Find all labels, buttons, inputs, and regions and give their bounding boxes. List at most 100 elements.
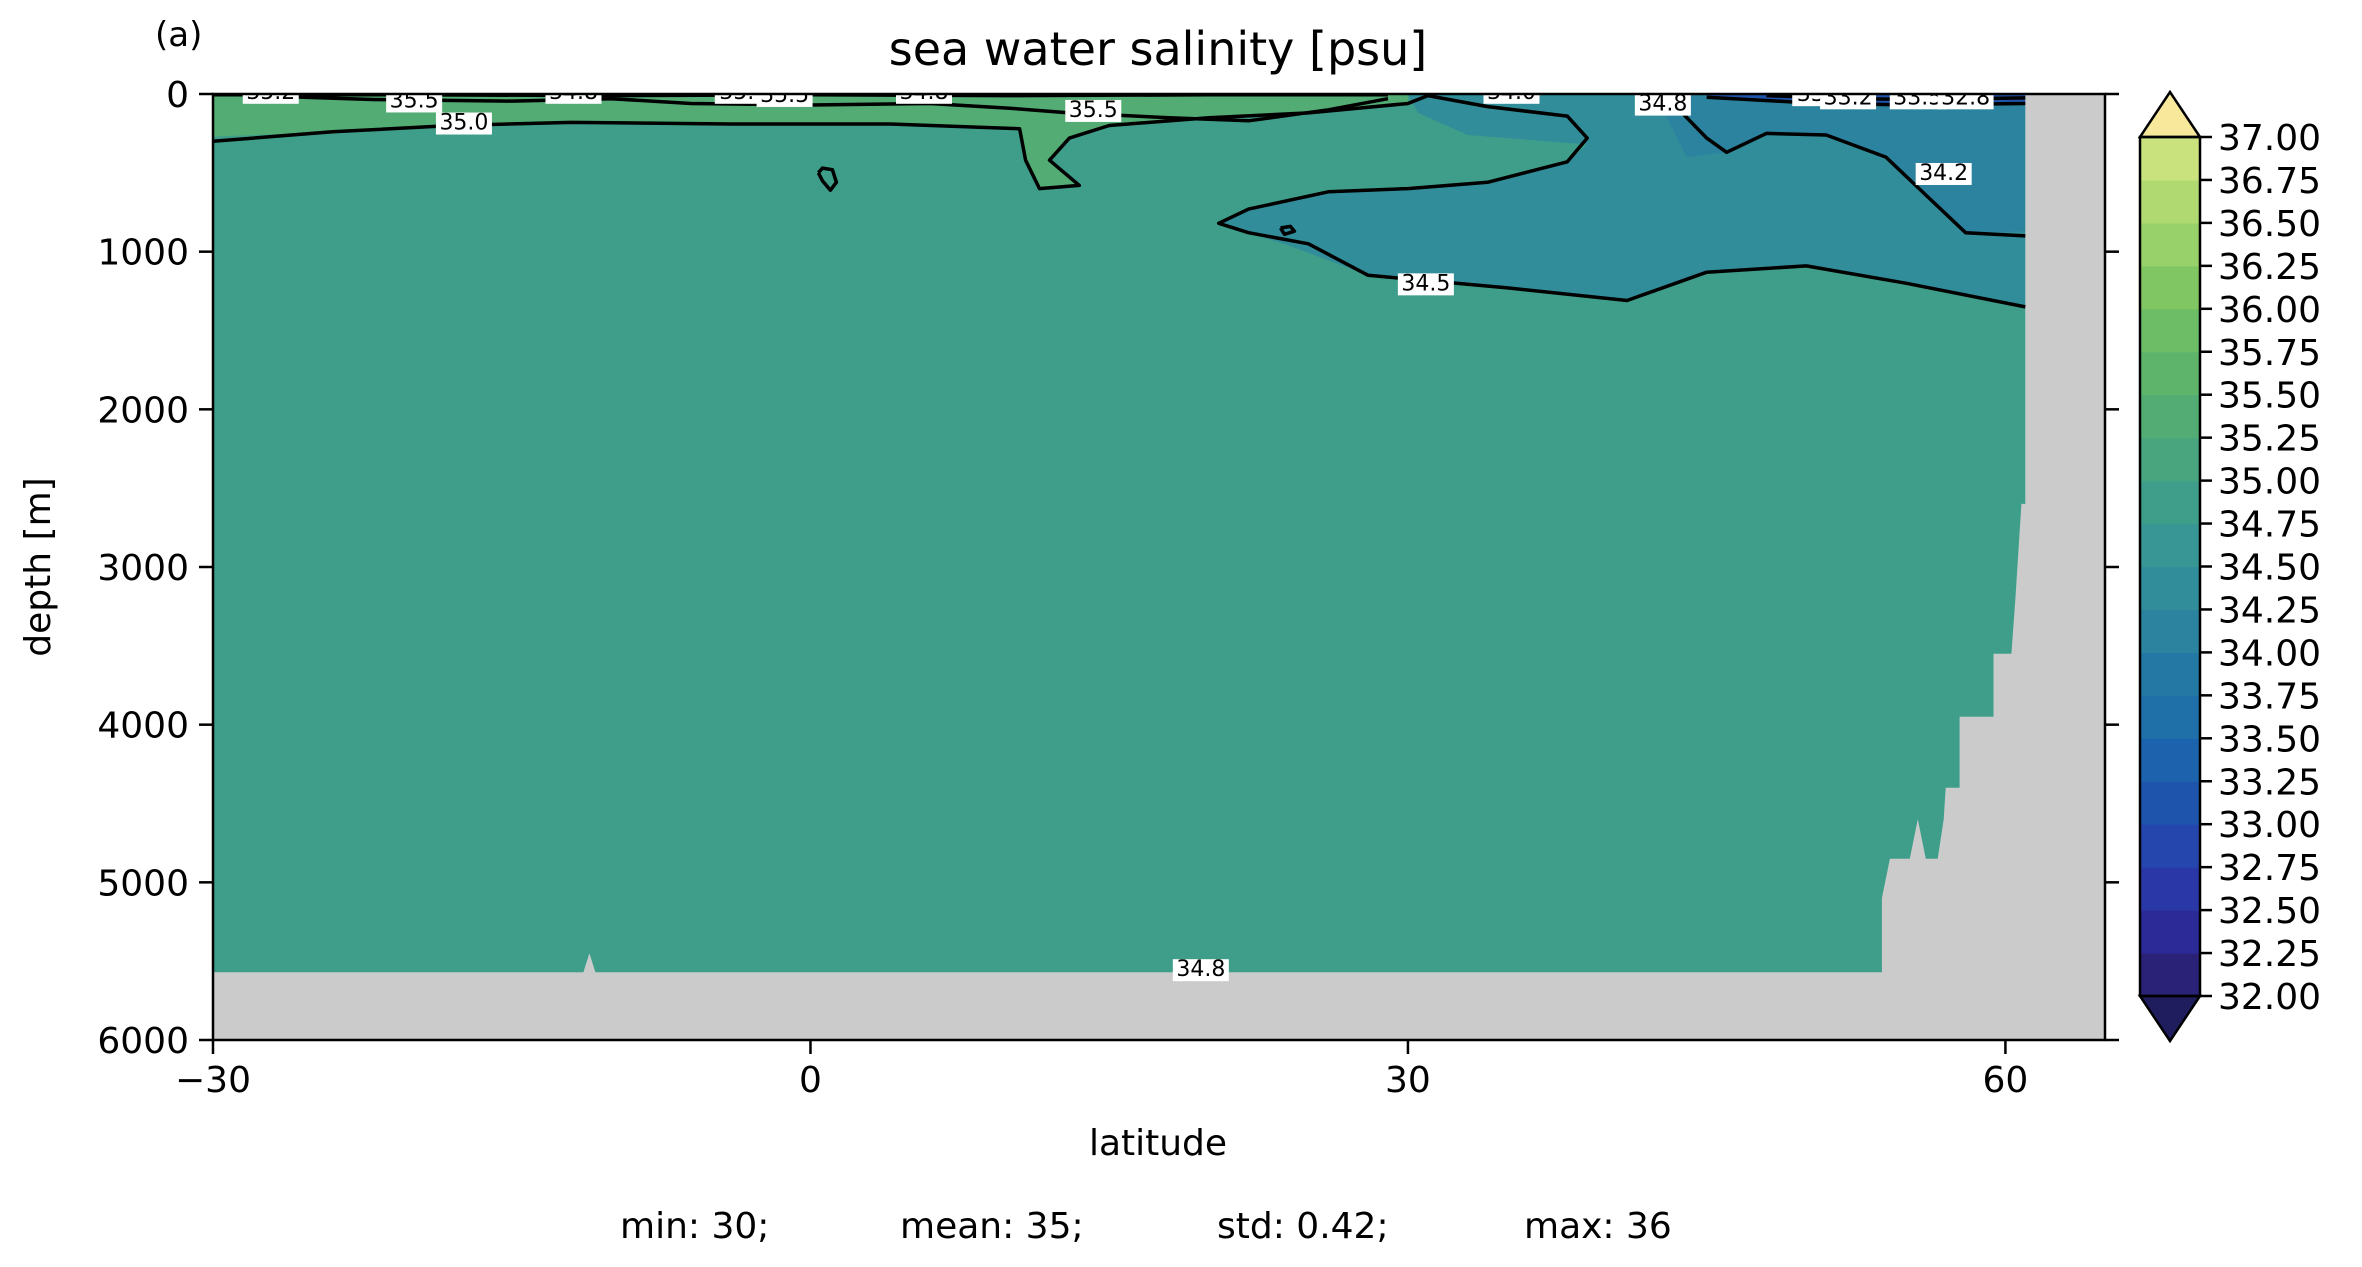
svg-text:34.8: 34.8 bbox=[1176, 957, 1225, 982]
x-axis-label: latitude bbox=[1089, 1123, 1227, 1164]
colorbar-tick-label: 34.75 bbox=[2218, 505, 2321, 546]
svg-text:32.8: 32.8 bbox=[1941, 85, 1990, 110]
svg-text:33.2: 33.2 bbox=[1824, 85, 1873, 110]
contour-label: 34.2 bbox=[1915, 161, 1972, 186]
contour-label: 34.0 bbox=[1483, 80, 1540, 105]
contour-label: 35.0 bbox=[435, 111, 492, 136]
svg-text:34.0: 34.0 bbox=[1487, 80, 1536, 105]
contour-label: 32.8 bbox=[1937, 85, 1994, 110]
colorbar-extend-high bbox=[2137, 89, 2203, 139]
svg-text:34.2: 34.2 bbox=[1919, 161, 1968, 186]
colorbar-tick-label: 32.50 bbox=[2218, 891, 2321, 932]
stat-mean: mean: 35; bbox=[900, 1206, 1084, 1247]
plot-area: 35.2 35.5 34.8 35. 35.5 34.835.535.034.0 34.8 3… bbox=[213, 80, 2105, 1040]
chart-title: sea water salinity [psu] bbox=[889, 22, 1428, 76]
x-tick-label: −30 bbox=[175, 1060, 251, 1101]
svg-text:34.8: 34.8 bbox=[549, 80, 598, 105]
colorbar-segment bbox=[2140, 480, 2200, 525]
contour-label: 35.5 bbox=[1065, 98, 1122, 123]
colorbar-segment bbox=[2140, 222, 2200, 267]
colorbar-tick-label: 34.25 bbox=[2218, 590, 2321, 631]
colorbar-tick-label: 33.50 bbox=[2218, 719, 2321, 760]
colorbar-tick-label: 36.50 bbox=[2218, 204, 2321, 245]
svg-text:34.5: 34.5 bbox=[1401, 271, 1450, 296]
x-tick-label: 0 bbox=[799, 1060, 822, 1101]
colorbar-segment bbox=[2140, 609, 2200, 653]
colorbar-tick-label: 34.50 bbox=[2218, 548, 2321, 589]
colorbar-segment bbox=[2140, 910, 2200, 954]
svg-text:34.8: 34.8 bbox=[1638, 92, 1687, 117]
contour-label: 34.8 bbox=[1634, 92, 1691, 117]
panel-label: (a) bbox=[155, 15, 202, 55]
colorbar-tick-label: 33.25 bbox=[2218, 762, 2321, 803]
isohaline-35-0 bbox=[213, 94, 1429, 191]
colorbar-segment bbox=[2140, 695, 2200, 739]
colorbar-extend-low bbox=[2137, 994, 2203, 1044]
colorbar-segment bbox=[2140, 265, 2200, 310]
colorbar-tick-label: 35.50 bbox=[2218, 376, 2321, 417]
colorbar-tick-label: 32.00 bbox=[2218, 977, 2321, 1018]
y-tick-label: 5000 bbox=[97, 863, 189, 904]
colorbar-tick-label: 34.00 bbox=[2218, 633, 2321, 674]
colorbar-segment bbox=[2140, 867, 2200, 911]
colorbar-tick-label: 32.75 bbox=[2218, 848, 2321, 889]
colorbar-segment bbox=[2140, 824, 2200, 868]
colorbar-tick-label: 35.00 bbox=[2218, 462, 2321, 503]
svg-text:35.2: 35.2 bbox=[246, 80, 295, 105]
colorbar-segment bbox=[2140, 394, 2200, 439]
contour-label: 33.2 bbox=[1820, 85, 1877, 110]
contour-label: 35.5 bbox=[756, 83, 813, 108]
contour-label: 35. bbox=[714, 80, 759, 105]
colorbar-segment bbox=[2140, 781, 2200, 825]
svg-text:35.5: 35.5 bbox=[760, 83, 809, 108]
colorbar-segment bbox=[2140, 523, 2200, 568]
x-tick-label: 30 bbox=[1385, 1060, 1431, 1101]
colorbar-tick-label: 33.75 bbox=[2218, 676, 2321, 717]
y-tick-label: 6000 bbox=[97, 1021, 189, 1062]
isohaline-34-8-north bbox=[1216, 94, 2026, 309]
svg-text:35.5: 35.5 bbox=[1069, 98, 1118, 123]
colorbar-segment bbox=[2140, 351, 2200, 396]
contour-label: 33.5 bbox=[1889, 85, 1946, 110]
colorbar-segment bbox=[2140, 137, 2200, 181]
x-axis-ticks: −30 0 30 60 bbox=[175, 1040, 2028, 1101]
y-tick-label: 4000 bbox=[97, 706, 189, 747]
y-tick-label: 2000 bbox=[97, 390, 189, 431]
colorbar: 32.0032.2532.5032.7533.0033.2533.5033.75… bbox=[2137, 89, 2321, 1044]
colorbar-tick-label: 37.00 bbox=[2218, 118, 2321, 159]
colorbar-segment bbox=[2140, 652, 2200, 696]
contour-label: 35.5 bbox=[386, 88, 443, 113]
contour-label: 34.8 bbox=[1172, 957, 1229, 982]
colorbar-segment bbox=[2140, 308, 2200, 353]
colorbar-tick-label: 35.25 bbox=[2218, 419, 2321, 460]
svg-text:35.: 35. bbox=[719, 80, 754, 105]
svg-text:35.5: 35.5 bbox=[390, 88, 439, 113]
land-mask bbox=[213, 94, 2105, 1040]
colorbar-tick-label: 36.75 bbox=[2218, 161, 2321, 202]
y-axis-label: depth [m] bbox=[18, 477, 59, 656]
colorbar-tick-label: 35.75 bbox=[2218, 333, 2321, 374]
isohaline-small-eddy bbox=[1279, 224, 1297, 237]
contour-labels: 35.2 35.5 34.8 35. 35.5 34.835.535.034.0 34.8 3… bbox=[242, 80, 1994, 982]
colorbar-tick-label: 33.00 bbox=[2218, 805, 2321, 846]
stat-max: max: 36 bbox=[1524, 1206, 1672, 1247]
y-axis-ticks: 0 1000 2000 3000 4000 5000 6000 bbox=[97, 75, 2119, 1062]
contour-label: 34.5 bbox=[1397, 271, 1454, 296]
y-tick-label: 0 bbox=[166, 75, 189, 116]
y-tick-label: 1000 bbox=[97, 233, 189, 274]
svg-text:35.0: 35.0 bbox=[439, 111, 488, 136]
colorbar-segment bbox=[2140, 953, 2200, 997]
isohaline-equator-eddy bbox=[816, 166, 839, 192]
colorbar-segment bbox=[2140, 179, 2200, 224]
colorbar-segment bbox=[2140, 437, 2200, 482]
y-tick-label: 3000 bbox=[97, 548, 189, 589]
stat-std: std: 0.42; bbox=[1217, 1206, 1389, 1247]
colorbar-segment bbox=[2140, 566, 2200, 611]
isohaline-34-5 bbox=[1665, 94, 2026, 238]
svg-text:34.8: 34.8 bbox=[900, 80, 949, 105]
colorbar-segment bbox=[2140, 738, 2200, 782]
svg-text:33.5: 33.5 bbox=[1893, 85, 1942, 110]
contour-label: 34.8 bbox=[895, 80, 952, 105]
